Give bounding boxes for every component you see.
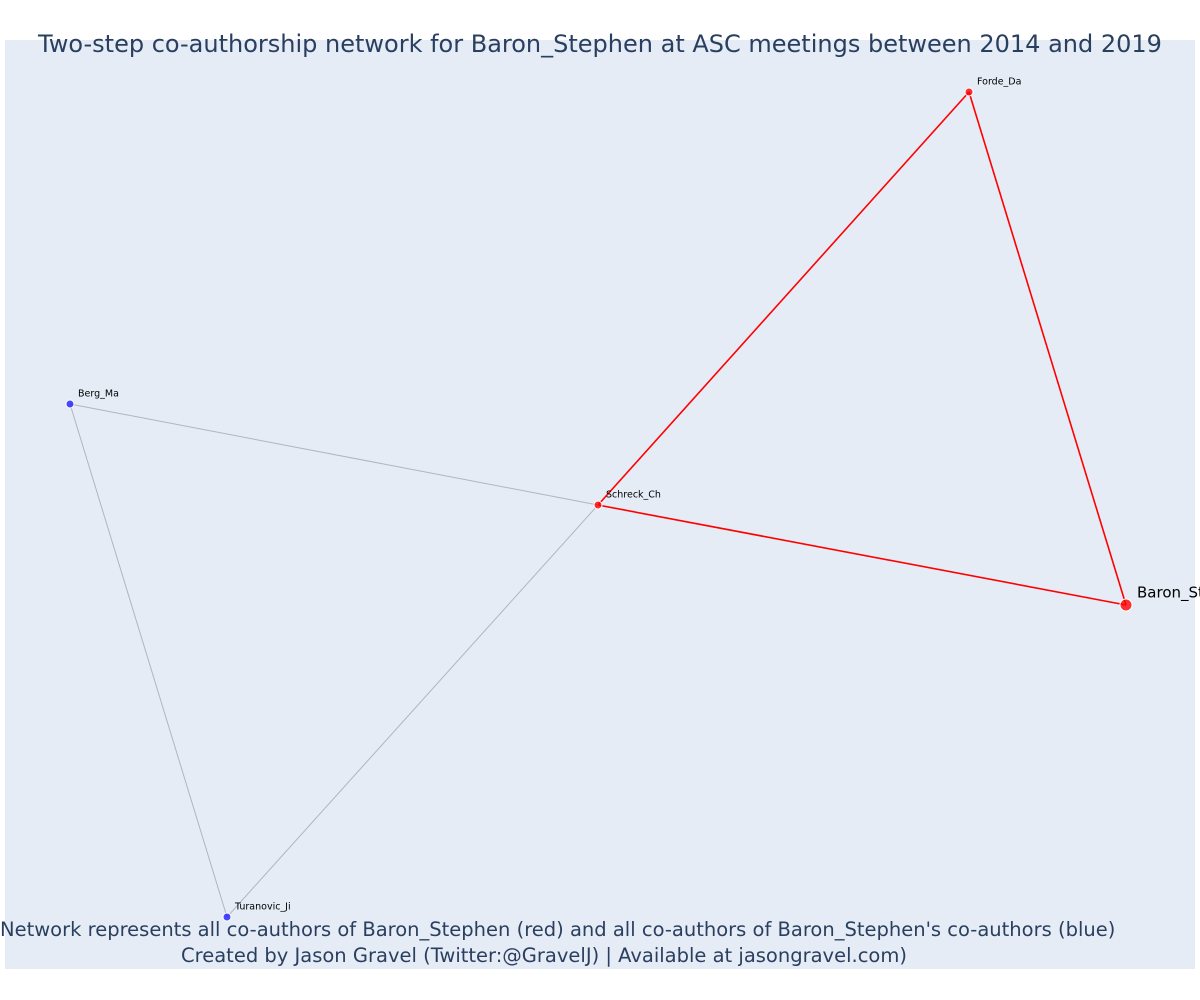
node-label-Turanovic_Ji: Turanovic_Ji (234, 901, 291, 912)
edge-Berg_Ma-Turanovic_Ji (69, 403, 228, 918)
node-Baron_Stephen[interactable] (1119, 598, 1133, 612)
node-label-Schreck_Ch: Schreck_Ch (606, 489, 661, 500)
nodes-layer (65, 87, 1133, 922)
edges-layer (69, 91, 1127, 918)
edge-Berg_Ma-Schreck_Ch (69, 403, 599, 506)
edge-Schreck_Ch-Baron_Stephen (597, 504, 1127, 606)
labels-layer: Baron_Stephen Forde_Da Schreck_Ch Berg_Ma Tu… (78, 76, 1200, 912)
edge-Forde_Da-Baron_Stephen (968, 91, 1127, 606)
node-Forde_Da[interactable] (964, 87, 974, 97)
edge-Turanovic_Ji-Schreck_Ch (226, 504, 599, 918)
caption-line-1: Network represents all co-authors of Bar… (0, 918, 1116, 941)
node-Turanovic_Ji[interactable] (222, 912, 232, 922)
node-Schreck_Ch[interactable] (593, 500, 603, 510)
node-label-Baron_Stephen: Baron_Stephen (1137, 583, 1200, 602)
node-label-Forde_Da: Forde_Da (977, 76, 1021, 87)
node-label-Berg_Ma: Berg_Ma (78, 388, 119, 399)
node-Berg_Ma[interactable] (65, 399, 75, 409)
edge-Forde_Da-Schreck_Ch (597, 91, 970, 506)
chart-title: Two-step co-authorship network for Baron… (38, 30, 1162, 58)
caption-line-2: Created by Jason Gravel (Twitter:@Gravel… (181, 944, 907, 967)
